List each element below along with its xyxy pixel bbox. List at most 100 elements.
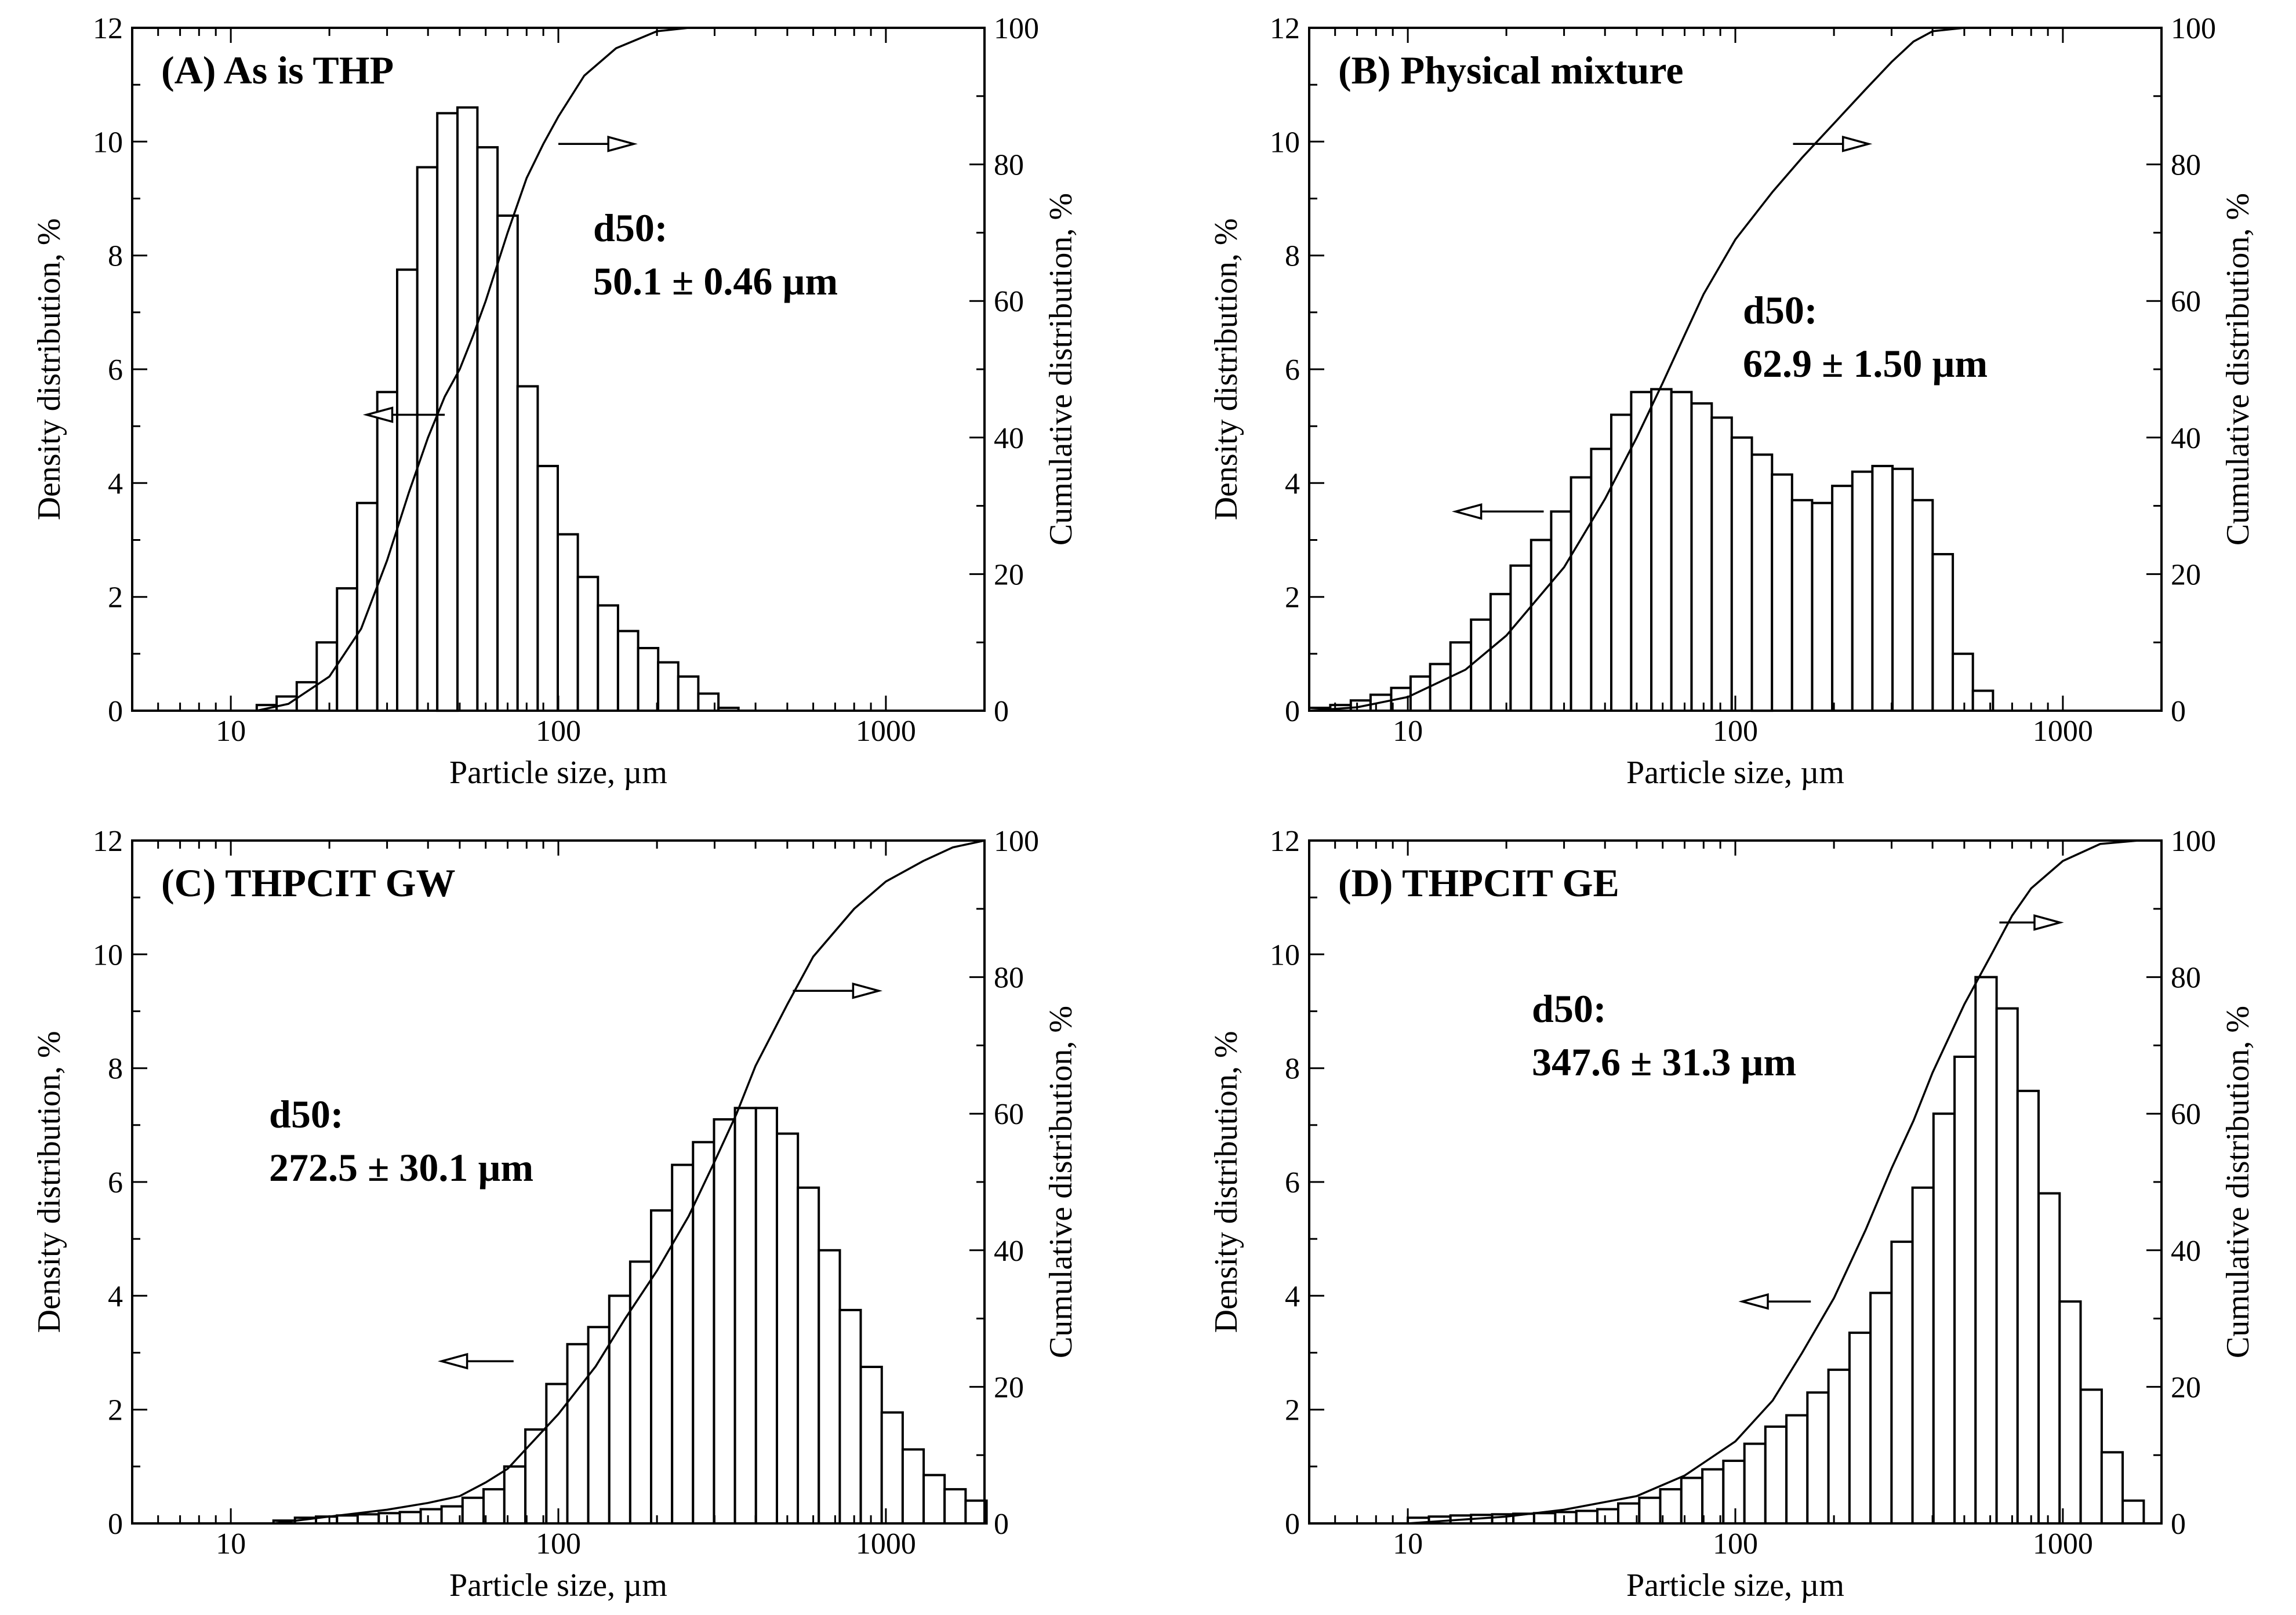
histogram-bar xyxy=(355,501,379,712)
bars xyxy=(272,1107,988,1525)
histogram-bar xyxy=(2079,1388,2103,1525)
histogram-bar xyxy=(536,464,560,712)
histogram-bar xyxy=(1743,1442,1767,1525)
histogram-bar xyxy=(1785,1414,1809,1525)
y-axis-title: Density distribution, % xyxy=(1208,218,1244,520)
histogram-bar xyxy=(1911,1186,1935,1525)
histogram-bar xyxy=(1974,976,1998,1525)
y-tick-label: 10 xyxy=(1270,126,1300,159)
histogram-bar xyxy=(2100,1451,2124,1525)
histogram-bar xyxy=(1750,453,1774,712)
histogram-bar xyxy=(776,1132,800,1525)
left-axis-arrow xyxy=(437,1352,514,1370)
bars xyxy=(1407,976,2145,1525)
ticks xyxy=(1308,839,2163,1525)
histogram-bar xyxy=(1610,413,1633,712)
y2-tick-label: 0 xyxy=(994,695,1009,728)
histogram-bar xyxy=(461,1496,485,1525)
histogram-bar xyxy=(1650,388,1673,712)
arrow-head xyxy=(362,406,394,423)
histogram-bar xyxy=(922,1474,946,1525)
y-axis-title: Density distribution, % xyxy=(31,1031,67,1333)
right-axis-arrow xyxy=(558,136,638,152)
bars xyxy=(255,106,740,712)
histogram-bar xyxy=(943,1488,967,1525)
right-axis-arrow xyxy=(793,982,883,999)
histogram-bar xyxy=(557,533,579,712)
cumulative-curve xyxy=(1407,839,2139,1525)
x-tick-label: 10 xyxy=(216,1527,246,1561)
panel-d: 10 100 1000 0 2 4 6 8 10 12 0 20 40 60 80 100 Particle … xyxy=(1208,825,2256,1603)
arrow-head xyxy=(1841,136,1873,152)
x-tick-label: 100 xyxy=(1713,1527,1758,1561)
histogram-bar xyxy=(1596,1508,1620,1525)
histogram-bar xyxy=(336,1514,359,1525)
histogram-bar xyxy=(1871,464,1894,712)
histogram-bar xyxy=(1811,501,1834,712)
histogram-bar xyxy=(356,1513,380,1525)
arrow-head xyxy=(437,1352,468,1370)
y2-tick-label: 80 xyxy=(2171,149,2201,182)
y-tick-label: 12 xyxy=(93,12,123,45)
y-tick-label: 4 xyxy=(1285,1280,1300,1313)
d50-value: 272.5 ± 30.1 µm xyxy=(269,1145,533,1190)
y-tick-label: 4 xyxy=(108,467,123,500)
histogram-bar xyxy=(545,1383,569,1525)
histogram-bar xyxy=(496,214,519,712)
y-tick-label: 4 xyxy=(108,1280,123,1313)
histogram-bar xyxy=(797,1186,820,1525)
y-tick-label: 0 xyxy=(1285,695,1300,728)
histogram-bar xyxy=(1771,473,1793,712)
histogram-bar xyxy=(1806,1391,1830,1525)
histogram-bar xyxy=(1953,1056,1977,1525)
tick-labels: 10 100 1000 0 2 4 6 8 10 12 0 20 40 60 80 100 xyxy=(1270,12,2216,748)
y-tick-label: 6 xyxy=(1285,1166,1300,1199)
histogram-bar xyxy=(1532,1512,1557,1525)
histogram-bar xyxy=(516,385,539,712)
y-tick-label: 2 xyxy=(1285,1394,1300,1427)
y-tick-label: 2 xyxy=(108,581,123,614)
histogram-bar xyxy=(1827,1368,1851,1525)
histogram-bar xyxy=(482,1488,506,1525)
y2-tick-label: 0 xyxy=(994,1508,1009,1541)
histogram-bar xyxy=(1554,1511,1578,1525)
tick-labels: 10 100 1000 0 2 4 6 8 10 12 0 20 40 60 80 100 xyxy=(93,825,1039,1561)
histogram-bar xyxy=(1590,448,1612,712)
x-axis-title: Particle size, µm xyxy=(1626,755,1844,791)
x-tick-label: 100 xyxy=(1713,715,1758,748)
histogram-bar xyxy=(1952,652,1974,712)
y-tick-label: 10 xyxy=(93,939,123,972)
y2-tick-label: 60 xyxy=(2171,285,2201,318)
x-tick-label: 1000 xyxy=(856,715,916,748)
histogram-bar xyxy=(1911,499,1934,712)
bars xyxy=(1308,388,1995,712)
y2-tick-label: 60 xyxy=(994,285,1024,318)
histogram-bar xyxy=(2037,1192,2061,1525)
x-tick-label: 100 xyxy=(536,1527,581,1561)
histogram-bar xyxy=(1530,539,1553,712)
right-axis-arrow xyxy=(1793,136,1873,152)
histogram-bar xyxy=(576,576,600,712)
x-axis-title: Particle size, µm xyxy=(1626,1567,1844,1603)
ticks xyxy=(1308,27,2163,712)
y2-axis-title: Cumulative distribution, % xyxy=(2220,1006,2256,1358)
histogram-bar xyxy=(616,630,640,712)
histogram-bar xyxy=(597,604,619,712)
histogram-bar xyxy=(436,112,459,712)
histogram-bar xyxy=(637,647,660,712)
arrow-head xyxy=(2033,914,2064,931)
histogram-bar xyxy=(1890,1241,1914,1525)
histogram-bar xyxy=(713,1118,736,1525)
histogram-bar xyxy=(566,1343,590,1525)
y2-tick-label: 20 xyxy=(2171,558,2201,591)
arrow-head xyxy=(1738,1293,1769,1310)
arrow-head xyxy=(1451,503,1483,520)
histogram-bar xyxy=(629,1260,653,1525)
right-axis-arrow xyxy=(1999,914,2064,931)
histogram-bar xyxy=(1710,416,1733,712)
histogram-bar xyxy=(1659,1488,1683,1525)
y2-tick-label: 40 xyxy=(994,422,1024,455)
y2-axis-title: Cumulative distribution, % xyxy=(2220,193,2256,545)
histogram-bar xyxy=(1509,564,1532,712)
y2-tick-label: 40 xyxy=(2171,1235,2201,1268)
